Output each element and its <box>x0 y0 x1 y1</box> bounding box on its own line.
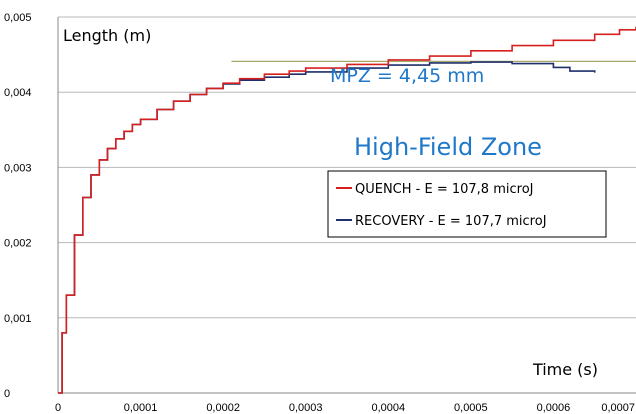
x-tick-label: 0,0003 <box>289 402 323 414</box>
y-tick-label: 0,003 <box>4 162 32 174</box>
y-tick-label: 0 <box>4 388 10 400</box>
x-tick-label: 0,0001 <box>124 402 158 414</box>
x-tick-label: 0,0002 <box>206 402 240 414</box>
y-tick-label: 0,002 <box>4 238 32 250</box>
series-line-quench <box>58 26 636 394</box>
x-tick-label: 0,0005 <box>454 402 488 414</box>
x-tick-label: 0,0004 <box>371 402 405 414</box>
y-tick-label: 0,005 <box>4 12 32 24</box>
series-group <box>58 26 636 394</box>
legend: QUENCH - E = 107,8 microJ RECOVERY - E =… <box>327 170 607 238</box>
x-tick-label: 0,0007 <box>601 402 635 414</box>
y-tick-label: 0,004 <box>4 87 32 99</box>
legend-box <box>327 170 607 238</box>
grid <box>58 16 636 319</box>
zone-annotation: High-Field Zone <box>354 133 542 161</box>
axes <box>57 17 636 394</box>
tick-labels: 0 0,001 0,002 0,003 0,004 0,005 0 0,0001 0,0002 0… <box>4 12 635 414</box>
x-tick-label: 0,0006 <box>537 402 571 414</box>
y-tick-label: 0,001 <box>4 313 32 325</box>
x-axis-title: Time (s) <box>532 360 598 379</box>
y-axis-title: Length (m) <box>63 26 151 45</box>
legend-label-recovery: RECOVERY - E = 107,7 microJ <box>355 214 547 229</box>
legend-label-quench: QUENCH - E = 107,8 microJ <box>355 182 533 197</box>
x-tick-label: 0 <box>55 402 61 414</box>
mpz-annotation: MPZ = 4,45 mm <box>330 65 484 87</box>
